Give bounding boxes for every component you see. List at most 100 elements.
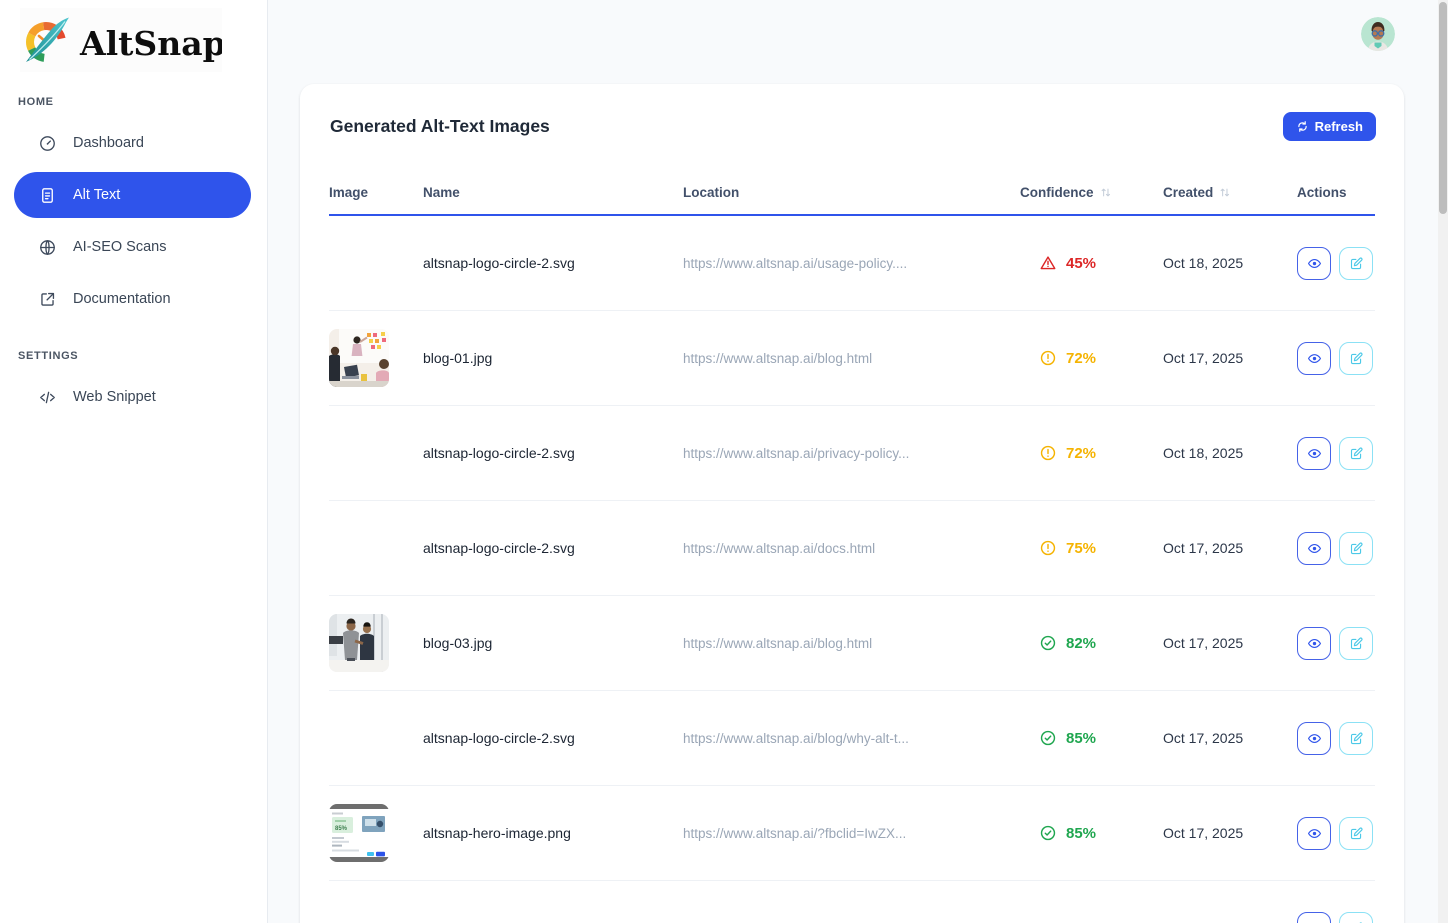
eye-icon [1307,446,1322,461]
row-actions [1297,816,1375,850]
brand-logo[interactable]: AltSnap [20,8,222,72]
alert-circle-icon [1039,349,1057,367]
row-actions [1297,721,1375,755]
row-actions [1297,246,1375,280]
brand-logo-icon: AltSnap [26,17,222,63]
edit-button[interactable] [1339,816,1373,850]
table-row: altsnap-logo-circle-2.svg https://www.alt… [329,691,1375,786]
code-icon [38,388,57,407]
confidence-value: 85% [1066,824,1097,842]
image-cell [329,329,423,387]
view-button[interactable] [1297,436,1331,470]
confidence-value: 82% [1066,634,1097,652]
column-header-image: Image [329,185,423,200]
eye-icon [1307,351,1322,366]
edit-icon [1349,446,1364,461]
table-row: 85% altsnap-hero-image.png https://www.al… [329,786,1375,881]
alt-text-panel: Generated Alt-Text Images Refresh Image N… [300,84,1404,923]
eye-icon [1307,256,1322,271]
image-location: https://www.altsnap.ai/blog.html [683,350,873,366]
refresh-icon [1296,120,1309,133]
eye-icon [1307,826,1322,841]
edit-button[interactable] [1339,626,1373,660]
view-button[interactable] [1297,341,1331,375]
refresh-button-label: Refresh [1314,119,1363,134]
row-actions [1297,341,1375,375]
image-name: altsnap-logo-circle-2.svg [423,730,575,746]
table-header: Image Name Location Confidence Created Action… [329,185,1375,216]
check-circle-icon [1039,729,1057,747]
sidebar-item-label: AI-SEO Scans [73,239,167,255]
gauge-icon [38,134,57,153]
user-avatar[interactable] [1361,17,1395,51]
confidence-value: 72% [1066,349,1097,367]
view-button[interactable] [1297,721,1331,755]
created-date: Oct 17, 2025 [1163,540,1244,556]
businessmen-photo-thumbnail [329,614,389,672]
image-location: https://www.altsnap.ai/usage-policy.... [683,255,908,271]
sidebar-section: HOME Dashboard Alt Text AI-SEO Scans Documen… [0,96,267,322]
row-actions [1297,626,1375,660]
view-button[interactable] [1297,246,1331,280]
column-header-name: Name [423,185,683,200]
image-name: altsnap-logo-circle-2.svg [423,255,575,271]
sidebar-item-web-snippet[interactable]: Web Snippet [14,374,251,420]
column-header-label: Name [423,185,460,200]
external-link-icon [38,290,57,309]
refresh-button[interactable]: Refresh [1282,112,1376,141]
view-button[interactable] [1297,626,1331,660]
column-header-label: Actions [1297,185,1347,200]
sort-icon[interactable] [1099,186,1112,199]
image-name: altsnap-hero-image.png [423,825,571,841]
edit-button[interactable] [1339,436,1373,470]
sort-icon[interactable] [1218,186,1231,199]
row-actions [1297,531,1375,565]
column-header-created[interactable]: Created [1163,185,1297,200]
scrollbar-thumb[interactable] [1439,2,1447,214]
sidebar-item-label: Dashboard [73,135,144,151]
sidebar-item-label: Web Snippet [73,389,156,405]
view-button[interactable] [1297,531,1331,565]
page-title: Generated Alt-Text Images [330,116,550,136]
confidence-badge: 82% [1020,634,1163,652]
column-header-label: Location [683,185,740,200]
created-date: Oct 17, 2025 [1163,825,1244,841]
table-row: altsnap-logo-circle-2.svg https://www.alt… [329,501,1375,596]
edit-button[interactable] [1339,721,1373,755]
edit-button[interactable] [1339,341,1373,375]
edit-button[interactable] [1339,911,1373,923]
image-cell: 85% [329,804,423,862]
image-location: https://www.altsnap.ai/blog.html [683,635,873,651]
confidence-badge: 75% [1020,539,1163,557]
image-location: https://www.altsnap.ai/?fbclid=IwZX... [683,825,907,841]
image-cell [329,614,423,672]
edit-icon [1349,731,1364,746]
view-button[interactable] [1297,911,1331,923]
column-header-label: Confidence [1020,185,1094,200]
row-actions [1297,911,1375,923]
confidence-badge: 85% [1020,729,1163,747]
edit-button[interactable] [1339,531,1373,565]
sidebar-item-ai-seo-scans[interactable]: AI-SEO Scans [14,224,251,270]
confidence-value: 45% [1066,254,1097,272]
sidebar-item-label: Alt Text [73,187,121,203]
column-header-confidence[interactable]: Confidence [1020,185,1163,200]
confidence-value: 75% [1066,539,1097,557]
scrollbar[interactable] [1438,0,1448,923]
sidebar-item-alt-text[interactable]: Alt Text [14,172,251,218]
sidebar-item-documentation[interactable]: Documentation [14,276,251,322]
confidence-badge: 72% [1020,349,1163,367]
check-circle-icon [1039,824,1057,842]
created-date: Oct 18, 2025 [1163,445,1244,461]
sidebar-nav: HOME Dashboard Alt Text AI-SEO Scans Documen… [0,72,267,420]
website-screenshot-thumbnail: 85% [329,804,389,862]
globe-icon [38,238,57,257]
sidebar-item-dashboard[interactable]: Dashboard [14,120,251,166]
edit-button[interactable] [1339,246,1373,280]
column-header-label: Image [329,185,369,200]
image-name: blog-03.jpg [423,635,493,651]
view-button[interactable] [1297,816,1331,850]
confidence-value: 72% [1066,444,1097,462]
column-header-actions: Actions [1297,185,1375,200]
confidence-value: 85% [1066,729,1097,747]
